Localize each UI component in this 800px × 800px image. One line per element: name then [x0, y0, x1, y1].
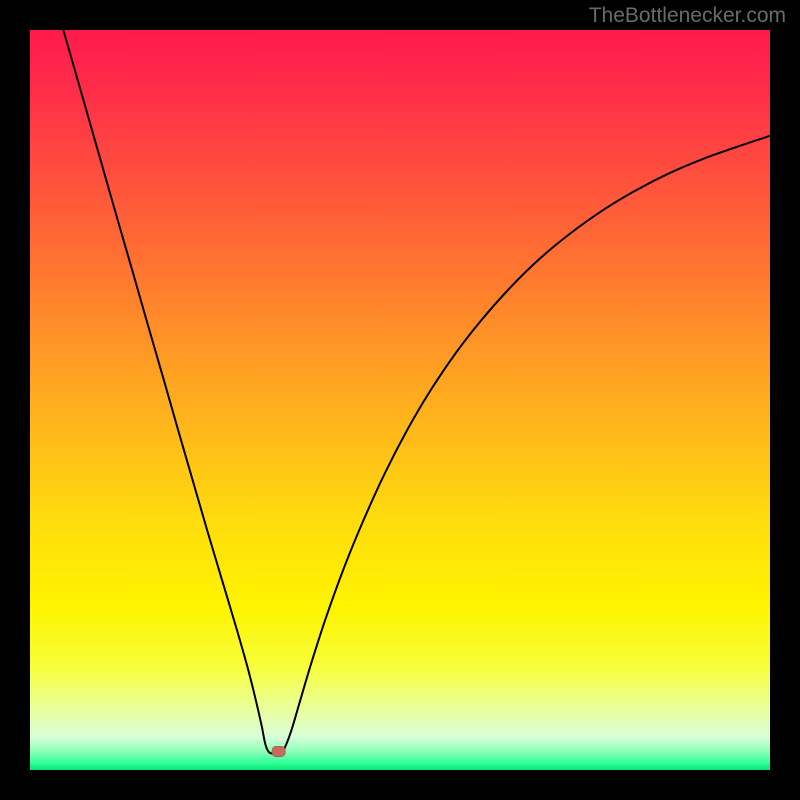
optimal-point-marker	[272, 746, 285, 756]
plot-background-gradient	[30, 30, 770, 770]
chart-frame: TheBottlenecker.com	[0, 0, 800, 800]
bottleneck-chart	[0, 0, 800, 800]
source-watermark: TheBottlenecker.com	[589, 4, 786, 28]
